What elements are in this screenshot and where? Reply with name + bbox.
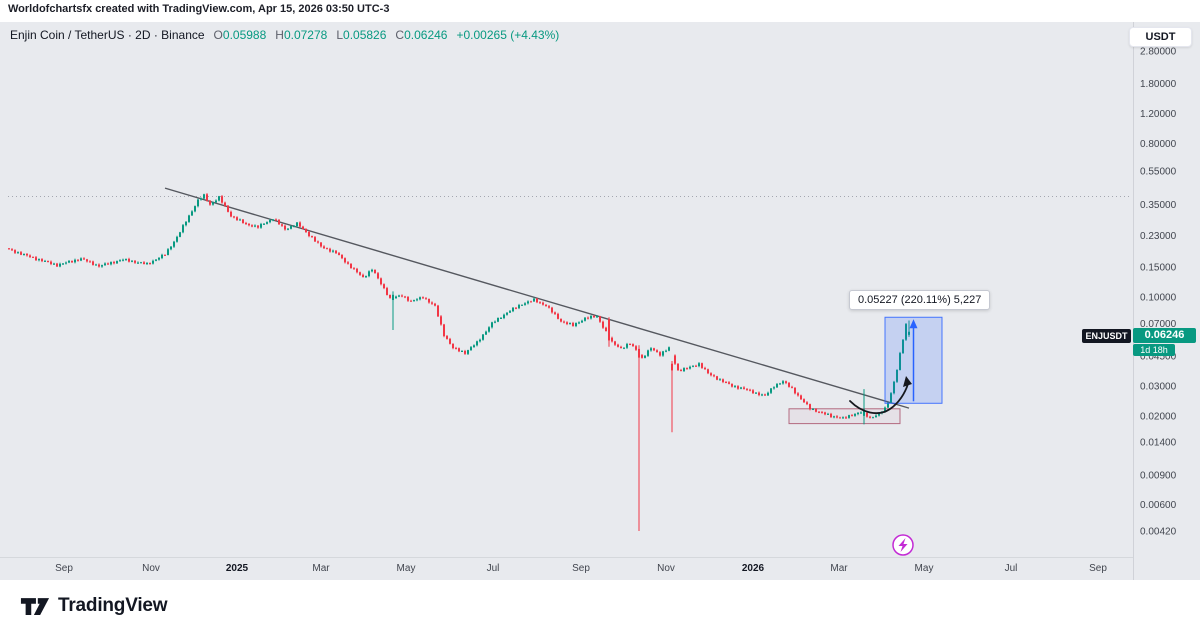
price-tick-label: 0.00600 — [1140, 500, 1177, 511]
time-tick-label: Mar — [830, 563, 848, 574]
low-value: 0.05826 — [343, 28, 387, 42]
price-tick-label: 0.07000 — [1140, 319, 1177, 330]
time-tick-label: 2025 — [226, 563, 249, 574]
symbol-axis-label: ENJUSDT — [1082, 329, 1131, 343]
symbol-description[interactable]: Enjin Coin / TetherUS · 2D · Binance — [10, 28, 205, 42]
time-tick-label: May — [397, 563, 416, 574]
price-tick-label: 0.15000 — [1140, 263, 1177, 274]
currency-toggle-button[interactable]: USDT — [1129, 27, 1192, 47]
price-axis[interactable]: 2.80000 1.80000 1.20000 0.80000 0.55000 0.350… — [1140, 46, 1177, 537]
measure-arrowhead — [909, 319, 918, 329]
price-tick-label: 0.03000 — [1140, 381, 1177, 392]
footer-bar: TradingView — [0, 580, 1200, 632]
measure-tool-label: 0.05227 (220.11%) 5,227 — [849, 290, 991, 310]
freehand-curve[interactable] — [849, 383, 909, 415]
low-label: L — [336, 28, 344, 42]
price-tick-label: 0.00420 — [1140, 527, 1177, 538]
tradingview-wordmark[interactable]: TradingView — [58, 595, 168, 616]
price-tick-label: 0.80000 — [1140, 139, 1177, 150]
high-value: 0.07278 — [283, 28, 328, 42]
tradingview-logo-icon[interactable] — [20, 593, 50, 620]
time-tick-label: May — [915, 563, 934, 574]
high-label: H — [275, 28, 284, 42]
lightning-bolt-icon — [898, 538, 908, 552]
bar-countdown-label: 1d 18h — [1133, 344, 1175, 356]
price-tick-label: 0.04500 — [1140, 351, 1177, 362]
price-tick-label: 0.23000 — [1140, 231, 1177, 242]
time-tick-label: 2026 — [742, 563, 765, 574]
freehand-curve-arrowhead — [903, 376, 912, 387]
price-tick-label: 1.80000 — [1140, 79, 1177, 90]
candles — [8, 193, 910, 532]
change-value: +0.00265 (+4.43%) — [456, 28, 560, 42]
chart-legend: Enjin Coin / TetherUS · 2D · Binance O0.0… — [10, 28, 559, 42]
time-tick-label: Nov — [657, 563, 675, 574]
close-value: 0.06246 — [404, 28, 448, 42]
chart-background — [0, 22, 1200, 580]
open-label: O — [213, 28, 223, 42]
price-tick-label: 0.55000 — [1140, 167, 1177, 178]
accumulation-box[interactable] — [788, 408, 901, 425]
price-tick-label: 0.01400 — [1140, 438, 1177, 449]
price-tick-label: 1.20000 — [1140, 109, 1177, 120]
time-tick-label: Sep — [55, 563, 73, 574]
time-tick-label: Jul — [487, 563, 500, 574]
last-price-label: 0.06246 — [1133, 328, 1196, 343]
time-tick-label: Sep — [1089, 563, 1107, 574]
open-value: 0.05988 — [222, 28, 267, 42]
time-tick-label: Jul — [1005, 563, 1018, 574]
time-tick-label: Nov — [142, 563, 160, 574]
close-label: C — [395, 28, 405, 42]
price-tick-label: 0.02000 — [1140, 411, 1177, 422]
price-tick-label: 0.10000 — [1140, 293, 1177, 304]
price-tick-label: 0.35000 — [1140, 200, 1177, 211]
time-tick-label: Mar — [312, 563, 330, 574]
time-tick-label: Sep — [572, 563, 590, 574]
price-tick-label: 0.00900 — [1140, 470, 1177, 481]
watermark-text: Worldofchartsfx created with TradingView… — [8, 3, 390, 15]
price-tick-label: 2.80000 — [1140, 46, 1177, 57]
time-axis[interactable]: Sep Nov 2025 Mar May Jul Sep Nov 2026 Mar May Jul Se… — [55, 563, 1107, 574]
